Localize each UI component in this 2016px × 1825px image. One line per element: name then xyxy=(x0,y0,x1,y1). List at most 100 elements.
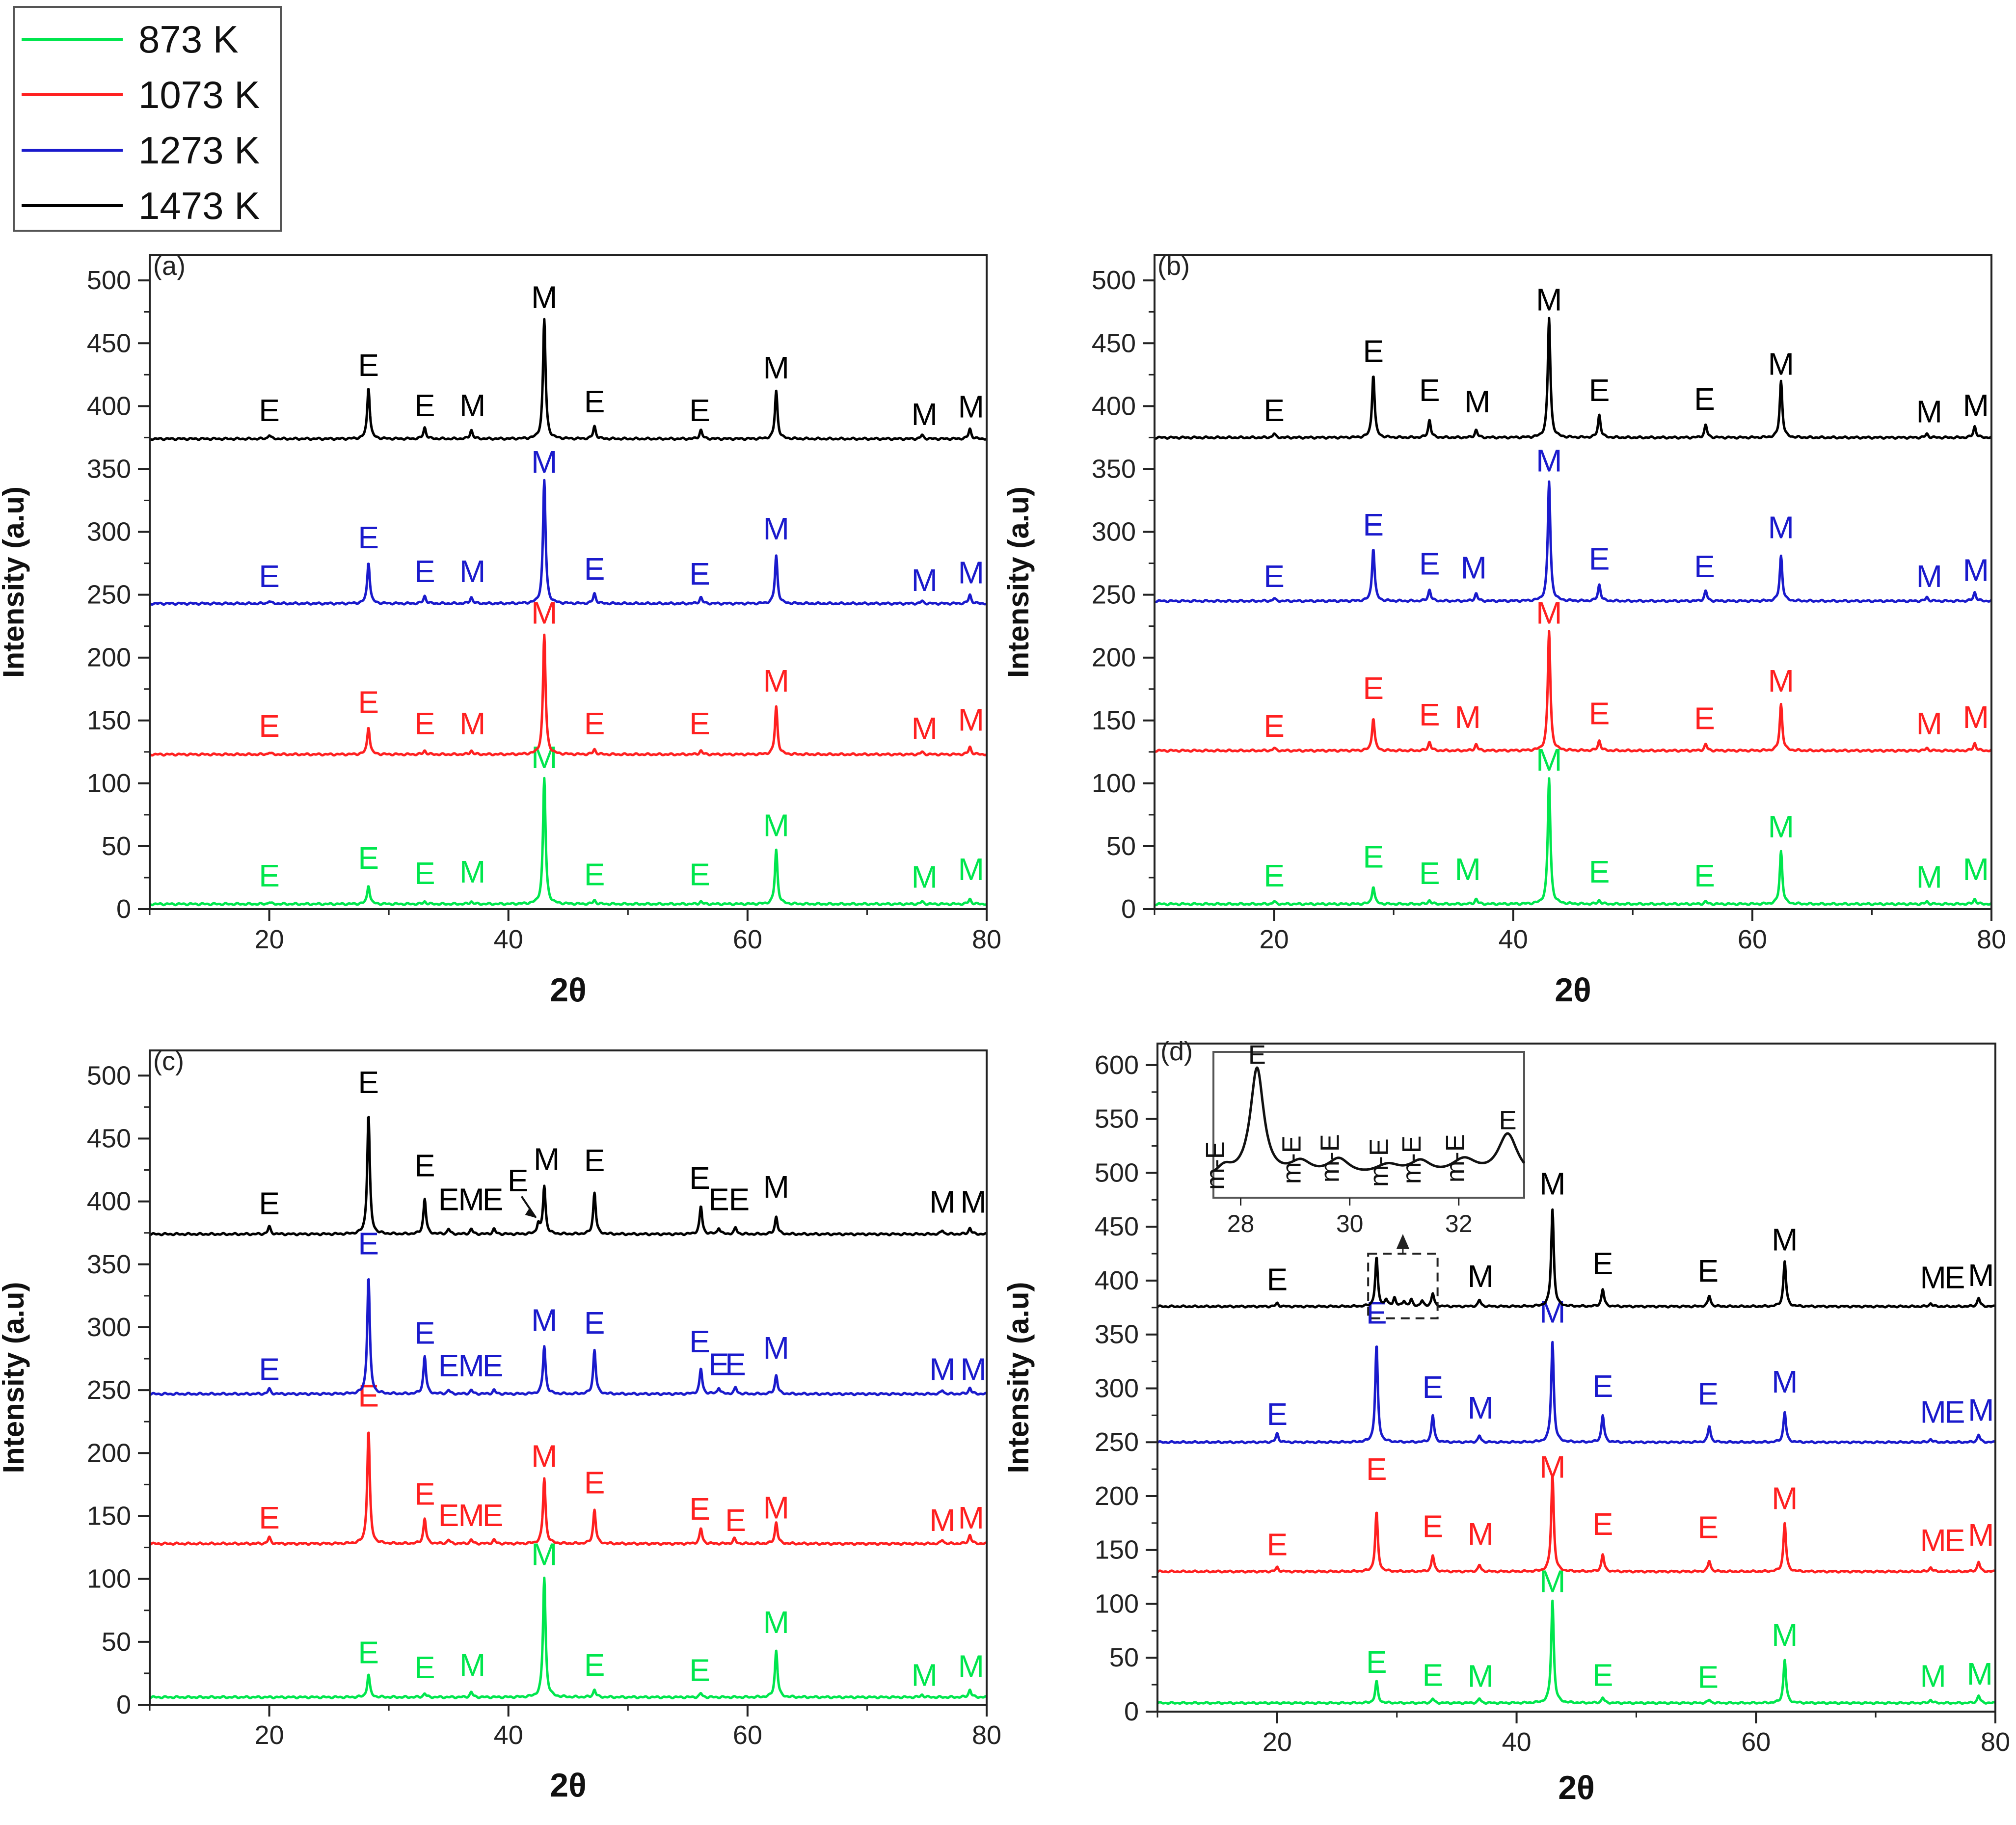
x-tick-label: 80 xyxy=(1981,1727,2010,1757)
x-tick-label: 40 xyxy=(1502,1727,1532,1757)
y-tick-label: 300 xyxy=(87,517,131,547)
peak-label-1073-k: E xyxy=(414,706,435,741)
peak-label-1073-k: M xyxy=(1539,1449,1565,1485)
y-tick-label: 600 xyxy=(1095,1050,1139,1080)
legend-entry-873k: 873 K xyxy=(22,18,239,61)
peak-label-1273-k: E xyxy=(1267,1396,1288,1432)
peak-label-1073-k: E xyxy=(689,1491,710,1527)
peak-label-1273-k: E xyxy=(584,1305,605,1341)
inset-frame xyxy=(1212,1051,1525,1199)
panel-label: (d) xyxy=(1160,1037,1193,1066)
peak-label-873-k: E xyxy=(358,840,379,876)
series-line-1273-k xyxy=(149,1278,988,1396)
series-line-1073-k xyxy=(1156,1473,1996,1574)
peak-label-873-k: M xyxy=(1967,1656,1993,1691)
series-line-1073-k xyxy=(1154,630,1992,753)
peak-label-1073-k: M xyxy=(958,702,984,737)
x-tick-label: 80 xyxy=(972,925,1001,954)
peak-label-1273-k: E xyxy=(1697,1376,1719,1411)
peak-label-1073-k: M xyxy=(763,1490,789,1526)
peak-label-1073-k: M xyxy=(531,1439,557,1474)
peak-label-873-k: M xyxy=(1920,1659,1946,1694)
peak-label-1473-k: E xyxy=(1944,1260,1965,1295)
peak-label-1273-k: M xyxy=(1461,550,1487,585)
x-tick-label: 40 xyxy=(494,1720,523,1750)
y-axis-title: Intensity (a.u) xyxy=(1002,486,1035,678)
peak-label-1073-k: E xyxy=(259,1500,280,1535)
y-tick-label: 250 xyxy=(87,580,131,610)
peak-label-1473-k: E xyxy=(708,1182,729,1217)
peak-label-1473-k: M xyxy=(1464,384,1490,419)
peak-label-1073-k: E xyxy=(1944,1523,1965,1558)
peak-label-1273-k: E xyxy=(358,520,379,555)
peak-label-1273-k: E xyxy=(584,551,605,587)
peak-label-1273-k: M xyxy=(1536,443,1562,479)
peak-label-1473-k: E xyxy=(1592,1246,1613,1281)
y-axis-title: Intensity (a.u) xyxy=(1002,1282,1035,1473)
legend-entry-1073k: 1073 K xyxy=(22,73,260,116)
inset-peak-label: m-E xyxy=(1277,1135,1307,1184)
peak-label-1073-k: E xyxy=(1363,671,1384,706)
peak-label-1273-k: E xyxy=(1589,541,1610,576)
peak-label-1273-k: M xyxy=(1772,1364,1798,1399)
peak-label-1273-k: M xyxy=(1468,1390,1494,1425)
x-axis-title: 2θ xyxy=(550,1767,587,1804)
annotation-arrowhead xyxy=(525,1207,536,1218)
peak-label-1073-k: M xyxy=(958,1500,984,1535)
peak-label-1073-k: E xyxy=(1694,701,1715,736)
y-tick-label: 200 xyxy=(87,1438,131,1468)
y-tick-label: 100 xyxy=(87,1564,131,1594)
plot-frame xyxy=(149,1049,988,1706)
peak-label-873-k: M xyxy=(459,854,485,889)
peak-label-1473-k: E xyxy=(1267,1262,1288,1297)
peak-label-1473-k: M xyxy=(1536,282,1562,318)
peak-label-1273-k: E xyxy=(414,1315,435,1350)
y-tick-label: 550 xyxy=(1095,1104,1139,1134)
legend-entry-1473k: 1473 K xyxy=(22,184,260,227)
legend-entry-1273k: 1273 K xyxy=(22,129,260,172)
peak-label-1273-k: M xyxy=(531,1303,557,1338)
series-line-1473-k xyxy=(1154,317,1992,440)
y-tick-label: 0 xyxy=(116,894,131,924)
peak-label-1073-k: E xyxy=(689,706,710,741)
y-tick-label: 350 xyxy=(1095,1320,1139,1349)
y-tick-label: 0 xyxy=(1124,1697,1139,1726)
peak-label-1273-k: E xyxy=(1592,1369,1613,1404)
series-line-1273-k xyxy=(1154,480,1992,603)
peak-label-1273-k: E xyxy=(689,556,710,591)
peak-label-1073-k: E xyxy=(358,684,379,720)
y-tick-label: 400 xyxy=(1095,1266,1139,1295)
legend-label-1073k: 1073 K xyxy=(138,73,260,116)
peak-label-873-k: M xyxy=(1468,1659,1494,1694)
y-tick-label: 450 xyxy=(1095,1212,1139,1241)
peak-label-1473-k: M xyxy=(1968,1258,1994,1293)
peak-label-1473-k: M xyxy=(1916,394,1942,429)
peak-label-1073-k: E xyxy=(259,708,280,744)
x-tick-label: 60 xyxy=(733,925,762,954)
y-tick-label: 200 xyxy=(87,643,131,672)
peak-label-1473-k: M xyxy=(1963,388,1989,423)
peak-label-1473-k: E xyxy=(584,384,605,419)
y-tick-label: 350 xyxy=(1092,454,1136,483)
y-tick-label: 100 xyxy=(87,769,131,798)
peak-label-1073-k: E xyxy=(438,1498,459,1533)
y-tick-label: 450 xyxy=(87,328,131,358)
peak-label-1473-k: E xyxy=(259,393,280,428)
inset-peak-label: m-E xyxy=(1201,1141,1230,1190)
peak-label-1273-k: E xyxy=(1944,1395,1965,1430)
y-tick-label: 200 xyxy=(1092,643,1136,672)
peak-label-873-k: M xyxy=(1963,852,1989,887)
series-line-1473-k xyxy=(149,1116,988,1236)
peak-label-1273-k: E xyxy=(259,1352,280,1387)
peak-label-1473-k: M xyxy=(1920,1260,1946,1295)
peak-label-1473-k: M xyxy=(458,1182,484,1217)
y-axis-title: Intensity (a.u) xyxy=(0,486,30,678)
y-tick-label: 150 xyxy=(1095,1535,1139,1565)
peak-label-1273-k: E xyxy=(1263,559,1285,594)
peak-label-1273-k: E xyxy=(438,1348,459,1383)
peak-label-1473-k: E xyxy=(414,1148,435,1183)
peak-label-873-k: M xyxy=(958,1649,984,1684)
